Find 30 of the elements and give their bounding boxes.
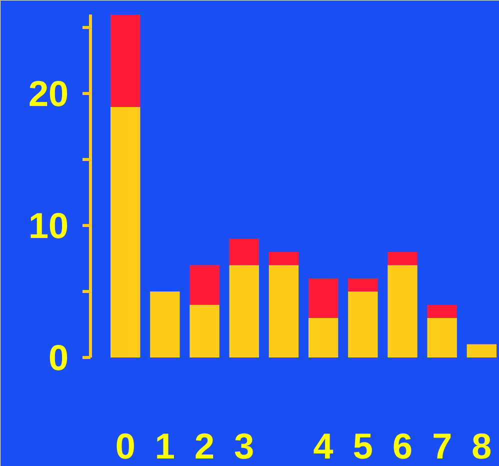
bar	[348, 292, 378, 358]
bar	[308, 278, 338, 318]
x-tick-label: 8	[472, 426, 492, 466]
x-tick-label: 0	[115, 426, 136, 466]
x-tick-label: 7	[432, 426, 452, 466]
bar	[229, 265, 259, 358]
bar	[150, 292, 180, 358]
x-tick-label: 2	[194, 426, 215, 466]
x-tick-label: 6	[392, 426, 413, 466]
bar	[427, 304, 457, 318]
bar	[229, 238, 259, 266]
bar	[348, 278, 378, 292]
bar	[388, 265, 418, 358]
y-tick-label: 0	[48, 337, 69, 378]
x-tick-label: 1	[154, 426, 175, 466]
bar	[190, 265, 220, 305]
bar	[110, 106, 140, 358]
x-tick-label: 3	[234, 426, 254, 466]
x-tick-label: 5	[352, 426, 373, 466]
bar	[268, 265, 299, 358]
bar	[427, 318, 457, 358]
y-tick-label: 10	[28, 205, 69, 246]
bar	[308, 318, 338, 358]
bar	[110, 14, 140, 107]
bar	[268, 252, 299, 266]
x-tick-label: 4	[313, 426, 334, 466]
bar	[190, 304, 220, 358]
bar	[388, 252, 418, 266]
bar	[466, 344, 497, 358]
y-tick-label: 20	[28, 73, 69, 114]
